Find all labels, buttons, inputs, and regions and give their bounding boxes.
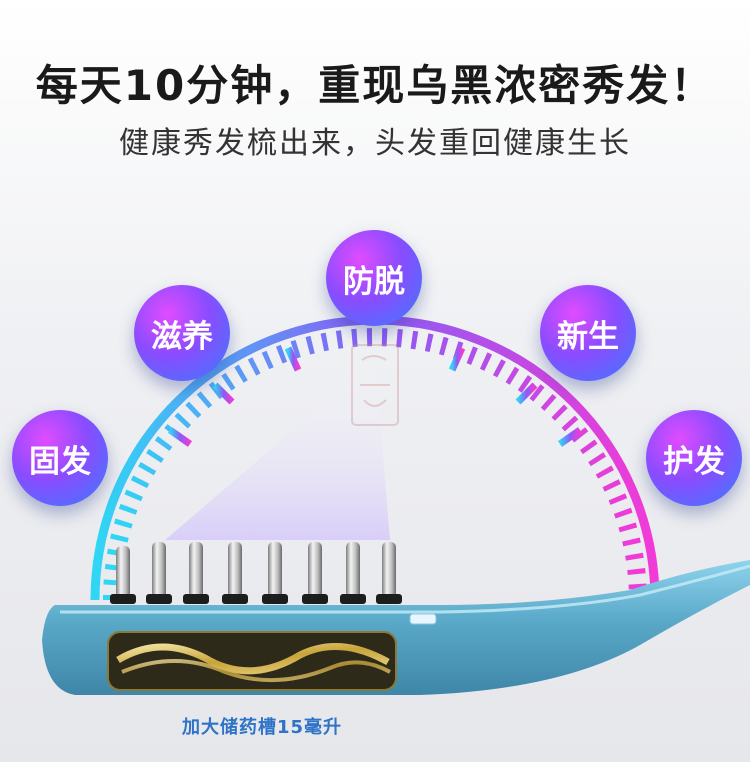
comb-pin-icon — [308, 542, 322, 598]
reservoir-icon — [107, 631, 397, 691]
seal-stamp-icon — [351, 344, 399, 426]
comb-pin-icon — [382, 542, 396, 598]
benefit-badge-nourish: 滋养 — [134, 285, 230, 381]
comb-pin-icon — [189, 542, 203, 598]
gauge-major-ticks — [167, 337, 583, 447]
headline: 每天10分钟，重现乌黑浓密秀发！ — [35, 61, 715, 110]
subheadline: 健康秀发梳出来，头发重回健康生长 — [119, 126, 631, 161]
comb-pins — [110, 542, 402, 604]
comb-pin-icon — [116, 546, 130, 598]
benefit-badge-protect: 护发 — [646, 410, 742, 506]
comb-pin-icon — [346, 542, 360, 598]
indicator-light — [409, 613, 437, 625]
benefit-badge-anti-loss: 防脱 — [326, 230, 422, 326]
comb-pin-icon — [228, 542, 242, 598]
benefit-badge-regrowth: 新生 — [540, 285, 636, 381]
comb-pin-icon — [268, 542, 282, 598]
product-caption: 加大储药槽15毫升 — [181, 717, 343, 738]
comb-pin-icon — [152, 542, 166, 598]
benefit-badge-fix: 固发 — [12, 410, 108, 506]
light-beam — [165, 360, 390, 540]
